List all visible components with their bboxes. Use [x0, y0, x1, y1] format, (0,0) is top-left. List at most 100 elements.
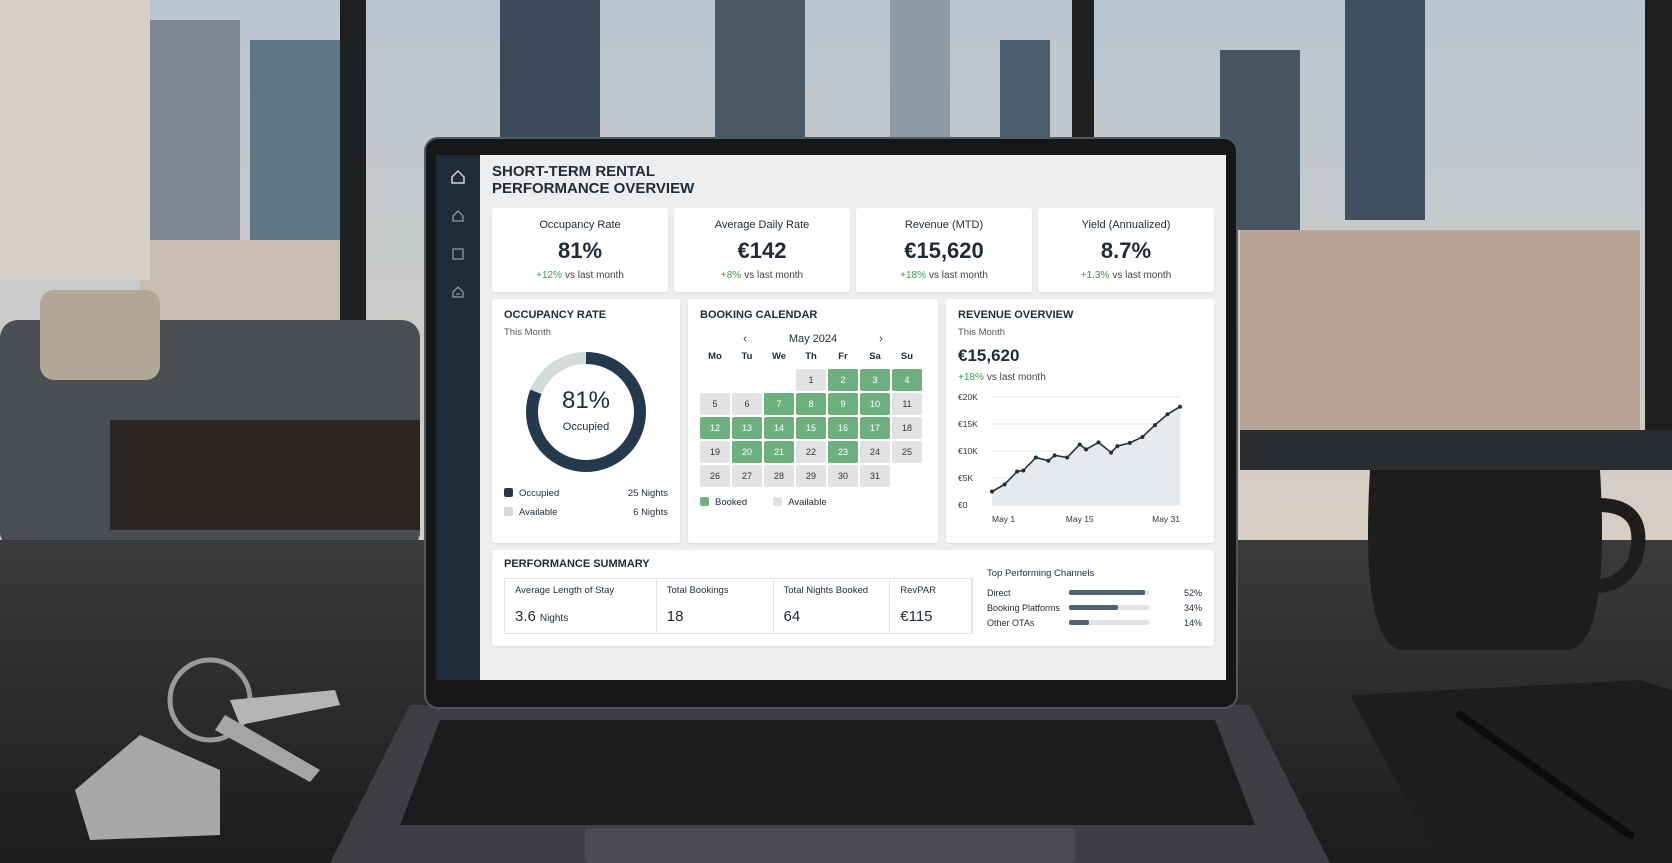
mug-handle [1588, 498, 1646, 593]
rooftops [1240, 230, 1640, 440]
calendar-day[interactable]: 4 [892, 369, 922, 391]
calendar-day[interactable]: 17 [860, 417, 890, 439]
home-icon[interactable] [450, 169, 466, 185]
prev-month[interactable]: ‹ [743, 333, 747, 345]
metric: RevPAR €115 [890, 579, 972, 633]
calendar-panel: BOOKING CALENDAR ‹ May 2024 › Mo Tu We Th Fr… [688, 299, 938, 543]
channel-value: 34% [1183, 602, 1202, 613]
revenue-point [1140, 434, 1145, 439]
y-tick-label: €5K [958, 473, 973, 483]
kpi-label: Occupancy Rate [539, 219, 621, 231]
nav-icon[interactable] [451, 247, 465, 261]
curtain [0, 0, 150, 280]
calendar-day[interactable]: 10 [860, 393, 890, 415]
calendar-day[interactable]: 23 [828, 441, 858, 463]
x-tick-label: May 1 [992, 514, 1015, 524]
calendar-day[interactable]: 31 [860, 465, 890, 487]
key [215, 715, 320, 782]
nav-icon[interactable] [451, 209, 465, 223]
kpi-label: Yield (Annualized) [1081, 219, 1171, 231]
weekday-label: Su [900, 351, 914, 362]
calendar-day[interactable]: 6 [732, 393, 762, 415]
calendar-day[interactable]: 3 [860, 369, 890, 391]
next-month[interactable]: › [879, 333, 883, 345]
calendar-day[interactable]: 29 [796, 465, 826, 487]
legend-item: Booked [700, 497, 747, 508]
metric-number: €115 [900, 608, 933, 625]
metrics-row: Average Length of Stay 3.6 Nights Total Boo… [504, 578, 973, 634]
month-nav: ‹ May 2024 › [700, 333, 926, 345]
panel-title: BOOKING CALENDAR [700, 309, 818, 321]
calendar-day[interactable]: 14 [764, 417, 794, 439]
change-note: vs last month [986, 372, 1046, 383]
revenue-point [1178, 404, 1182, 409]
channel-row: Booking Platforms 34% [987, 600, 1202, 615]
calendar-day[interactable]: 26 [700, 465, 730, 487]
calendar-day[interactable]: 19 [700, 441, 730, 463]
house-keychain [75, 735, 220, 840]
calendar-day [700, 369, 730, 391]
calendar-day[interactable]: 18 [892, 417, 922, 439]
calendar-day[interactable]: 21 [764, 441, 794, 463]
kpi-value: €15,620 [904, 238, 984, 263]
kpi-value: €142 [737, 238, 787, 263]
trackpad [585, 828, 1075, 863]
calendar-day[interactable]: 11 [892, 393, 922, 415]
calendar-day[interactable]: 1 [796, 369, 826, 391]
key [230, 690, 340, 725]
nav-icon[interactable] [451, 285, 465, 299]
kpi-change: +18% vs last month [856, 270, 1032, 281]
calendar-day[interactable]: 16 [828, 417, 858, 439]
calendar-day[interactable]: 28 [764, 465, 794, 487]
metric-label: RevPAR [900, 585, 936, 596]
calendar-day[interactable]: 2 [828, 369, 858, 391]
calendar-grid: Mo Tu We Th Fr Sa Su 1 2 3 4 5 6 7 8 9 10 11 12 13 14 15 16 17 1… [700, 351, 926, 487]
metric-number: 18 [666, 608, 684, 625]
calendar-day[interactable]: 12 [700, 417, 730, 439]
revenue-point [1002, 482, 1007, 487]
calendar-day[interactable]: 9 [828, 393, 858, 415]
revenue-point [1127, 440, 1132, 445]
legend-item: Available 6 Nights [504, 507, 668, 518]
dashboard-title: SHORT-TERM RENTAL PERFORMANCE OVERVIEW [492, 163, 695, 197]
calendar-day[interactable]: 30 [828, 465, 858, 487]
calendar-day[interactable]: 8 [796, 393, 826, 415]
channel-name: Booking Platforms [987, 602, 1061, 613]
notebook [1350, 680, 1672, 863]
y-tick-label: €0 [958, 500, 968, 510]
building [1345, 0, 1425, 220]
calendar-day[interactable]: 24 [860, 441, 890, 463]
calendar-day[interactable]: 20 [732, 441, 762, 463]
calendar-day[interactable]: 22 [796, 441, 826, 463]
panel-subtitle: This Month [958, 327, 1005, 338]
legend-item: Occupied 25 Nights [504, 488, 668, 499]
calendar-legend: Booked Available [700, 497, 926, 508]
weekday-label: Mo [708, 351, 722, 362]
change-value: +18% [900, 270, 926, 281]
building [715, 0, 805, 140]
calendar-day[interactable]: 15 [796, 417, 826, 439]
kpi-value: 8.7% [1100, 238, 1152, 263]
channel-value: 52% [1183, 587, 1202, 598]
donut-note: Occupied [563, 421, 609, 433]
revenue-point [1096, 440, 1101, 445]
calendar-day[interactable]: 13 [732, 417, 762, 439]
revenue-point [1046, 458, 1051, 463]
calendar-day[interactable]: 25 [892, 441, 922, 463]
channel-value: 14% [1183, 617, 1202, 628]
calendar-day[interactable]: 27 [732, 465, 762, 487]
revenue-panel: REVENUE OVERVIEW This Month €15,620 +18%… [946, 299, 1214, 543]
window-sill [1240, 430, 1672, 470]
change-note: vs last month [564, 270, 624, 281]
change-note: vs last month [1112, 270, 1172, 281]
x-tick-label: May 15 [1066, 514, 1094, 524]
metric: Average Length of Stay 3.6 Nights [505, 579, 657, 633]
legend-swatch [700, 497, 709, 506]
window-frame [1645, 0, 1672, 470]
channel-name: Direct [987, 587, 1011, 598]
calendar-day[interactable]: 5 [700, 393, 730, 415]
weekday-label: Sa [869, 351, 881, 362]
calendar-day[interactable]: 7 [764, 393, 794, 415]
channels: Top Performing Channels Direct 52% Booking… [987, 558, 1202, 638]
